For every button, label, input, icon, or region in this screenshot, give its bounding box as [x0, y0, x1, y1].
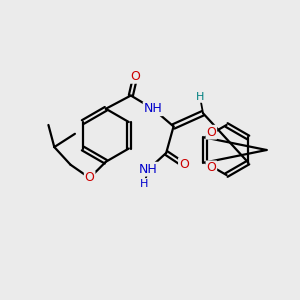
Text: O: O: [179, 158, 189, 171]
Text: O: O: [206, 126, 216, 139]
Text: H: H: [196, 92, 204, 102]
Text: H: H: [140, 179, 148, 189]
Text: NH: NH: [144, 102, 162, 115]
Text: O: O: [130, 70, 140, 83]
Text: NH: NH: [139, 163, 158, 176]
Text: O: O: [206, 161, 216, 174]
Text: O: O: [85, 172, 94, 184]
